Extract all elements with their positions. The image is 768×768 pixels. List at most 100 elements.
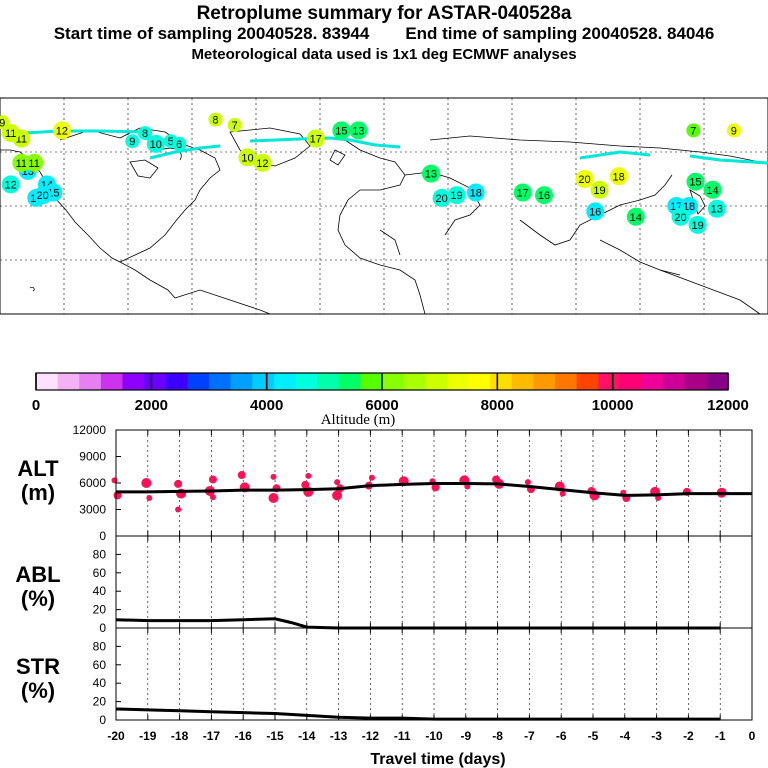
panel-label: ALT [17,456,59,481]
cluster-marker [686,172,705,191]
cluster-marker [138,126,153,141]
colorbar-tick-label: 8000 [481,397,514,414]
cluster-marker [238,148,257,167]
panel-abl: 0 20 40 60 80 ABL(%) [15,535,753,635]
colorbar-label: Altitude (m) [321,412,396,428]
cluster-marker [25,153,44,172]
x-tick-label: -18 [171,729,189,743]
sampling-times: Start time of sampling 20040528. 83944 En… [0,24,768,44]
end-time-label: End time of sampling 20040528. 84046 [405,24,715,43]
str-series-line [115,707,721,721]
cluster-label: 20 [435,193,447,205]
x-tick-label: -17 [203,729,221,743]
cluster-marker [125,134,140,149]
altitude-point [524,479,531,486]
altitude-point [270,473,277,480]
cluster-label: 12 [256,158,268,170]
colorbar-cell [555,373,578,390]
altitude-point [431,483,440,492]
colorbar-cell [57,373,80,390]
cluster-marker [227,118,242,132]
cluster-label: 19 [593,185,605,197]
altitude-point [209,494,216,501]
colorbar-cell [230,373,253,390]
cluster-label: 10 [241,152,253,164]
cluster-label: 6 [176,139,182,151]
abl-series-line [115,617,721,630]
map-panel: 9111112121314151620111181095687101217151… [0,97,768,315]
colorbar-tick-label: 6000 [365,397,398,414]
x-tick-label: -7 [524,729,535,743]
cluster-label: 8 [212,115,218,127]
y-tick-label: 40 [93,676,107,690]
panel-label: ABL [15,562,60,587]
panel-label: (m) [21,480,55,505]
cluster-label: 11 [5,128,16,140]
cluster-marker [208,112,223,127]
cluster-label: 7 [690,125,696,137]
colorbar-cell [641,373,664,390]
colorbar-cell [209,373,232,390]
cluster-label: 16 [538,190,550,202]
colorbar-cell [619,373,642,390]
y-tick-label: 40 [93,584,107,598]
cluster-label: 13 [425,169,437,181]
alt-series-line [116,481,752,497]
y-tick-label: 80 [93,639,107,653]
colorbar-cell [706,373,729,390]
met-data-label: Meteorological data used is 1x1 deg ECMW… [191,46,577,63]
x-tick-label: -1 [715,729,726,743]
colorbar-cell [338,373,361,390]
x-tick-label: -10 [425,729,443,743]
cluster-label: 11 [28,158,39,170]
cluster-label: 14 [630,212,642,224]
altitude-point [111,477,118,484]
altitude-point [146,495,153,502]
altitude-point [268,493,279,504]
panel-alt: 0 3000 6000 9000 12000 ALT(m) [17,423,753,543]
cluster-marker [575,170,594,188]
cluster-label: 5 [168,136,174,148]
colorbar-cell [252,373,275,390]
colorbar-cell [165,373,188,390]
colorbar-cell [122,373,145,390]
colorbar-tick-label: 10000 [592,397,634,414]
altitude-point [464,483,471,490]
x-tick-label: -3 [651,729,662,743]
cluster-label: 7 [232,120,238,132]
altitude-point [175,506,182,513]
cluster-label: 9 [0,117,5,129]
cluster-marker [306,129,325,148]
panel-frame [115,627,753,721]
altitude-point [305,472,312,479]
cluster-label: 11 [16,134,27,146]
start-time-label: Start time of sampling 20040528. 83944 [53,24,370,43]
colorbar-cell [684,373,707,390]
cluster-marker [332,121,351,140]
cluster-label: 18 [613,171,625,183]
cluster-marker [671,207,690,226]
x-tick-label: -2 [683,729,694,743]
colorbar-cell [317,373,340,390]
colorbar-cell [36,373,59,390]
altitude-point [301,480,310,489]
trajectory-paths [24,129,768,165]
x-tick-label: -12 [362,729,380,743]
x-tick-label: -15 [266,729,284,743]
altitude-point [174,479,183,488]
cluster-marker [626,207,645,226]
cluster-label: 15 [689,177,701,189]
cluster-marker [686,123,701,138]
altitude-point [237,471,246,480]
altitude-point [208,475,217,484]
colorbar-cell [533,373,556,390]
y-tick-label: 0 [99,621,106,635]
y-tick-label: 6000 [79,476,106,490]
colorbar-cell [273,373,296,390]
cluster-marker [1,175,20,194]
cluster-marker [703,180,722,199]
cluster-label: 20 [37,190,49,202]
colorbar-cell [663,373,686,390]
cluster-marker [466,183,485,202]
colorbar-cell [382,373,405,390]
